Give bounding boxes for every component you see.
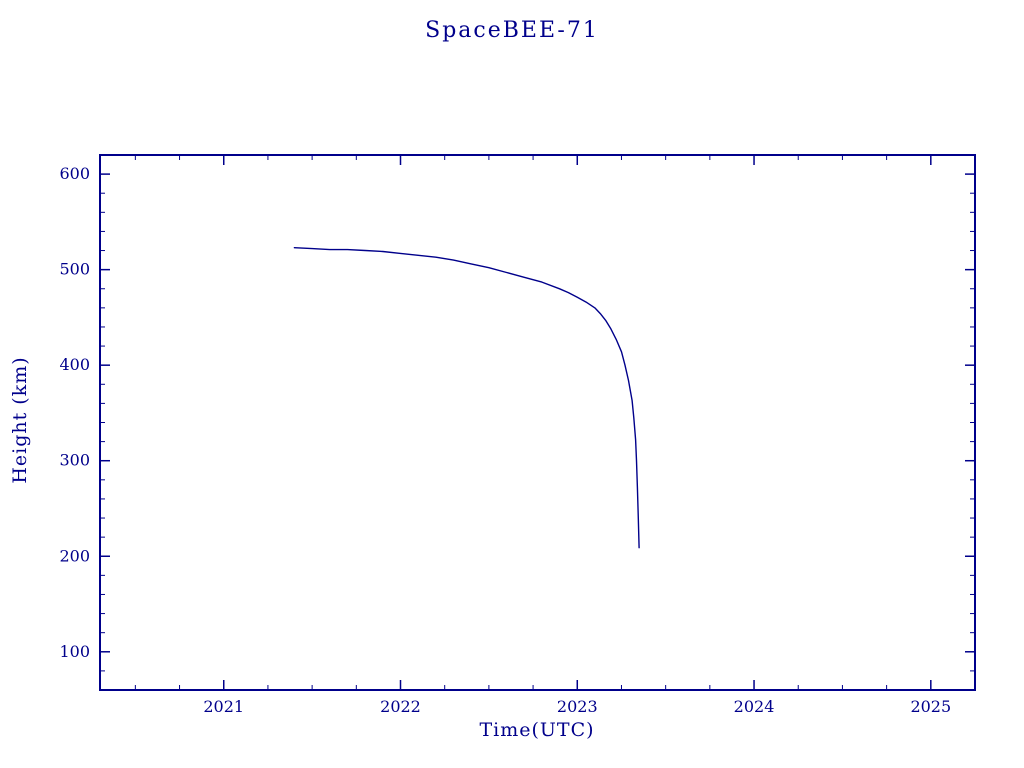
plot-border [99,154,976,691]
y-tick-label: 100 [59,642,90,661]
chart-title: SpaceBEE-71 [425,18,599,43]
y-tick-label: 300 [59,451,90,470]
x-tick-label: 2025 [910,697,951,716]
x-axis-label: Time(UTC) [479,719,595,741]
x-tick-label: 2023 [557,697,598,716]
y-tick-label: 200 [59,546,90,565]
x-tick-label: 2022 [380,697,421,716]
y-tick-label: 600 [59,164,90,183]
y-tick-label: 400 [59,355,90,374]
decay-curve [293,246,640,549]
x-tick-label: 2021 [203,697,244,716]
y-tick-label: 500 [59,260,90,279]
x-tick-label: 2024 [734,697,775,716]
